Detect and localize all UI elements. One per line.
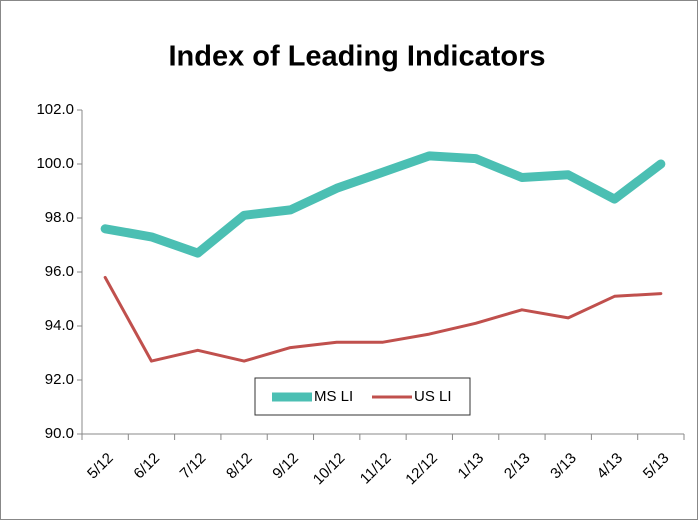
legend-label: MS LI xyxy=(314,388,353,405)
series-line xyxy=(100,151,666,258)
y-tick-label: 96.0 xyxy=(45,263,74,280)
y-tick-label: 98.0 xyxy=(45,209,74,226)
chart-title: Index of Leading Indicators xyxy=(168,41,545,73)
y-tick-label: 90.0 xyxy=(45,425,74,442)
y-tick-label: 94.0 xyxy=(45,317,74,334)
y-tick-label: 102.0 xyxy=(36,101,74,118)
y-tick-label: 100.0 xyxy=(36,155,74,172)
series-line xyxy=(103,275,663,363)
y-tick-label: 92.0 xyxy=(45,371,74,388)
legend-label: US LI xyxy=(414,388,452,405)
